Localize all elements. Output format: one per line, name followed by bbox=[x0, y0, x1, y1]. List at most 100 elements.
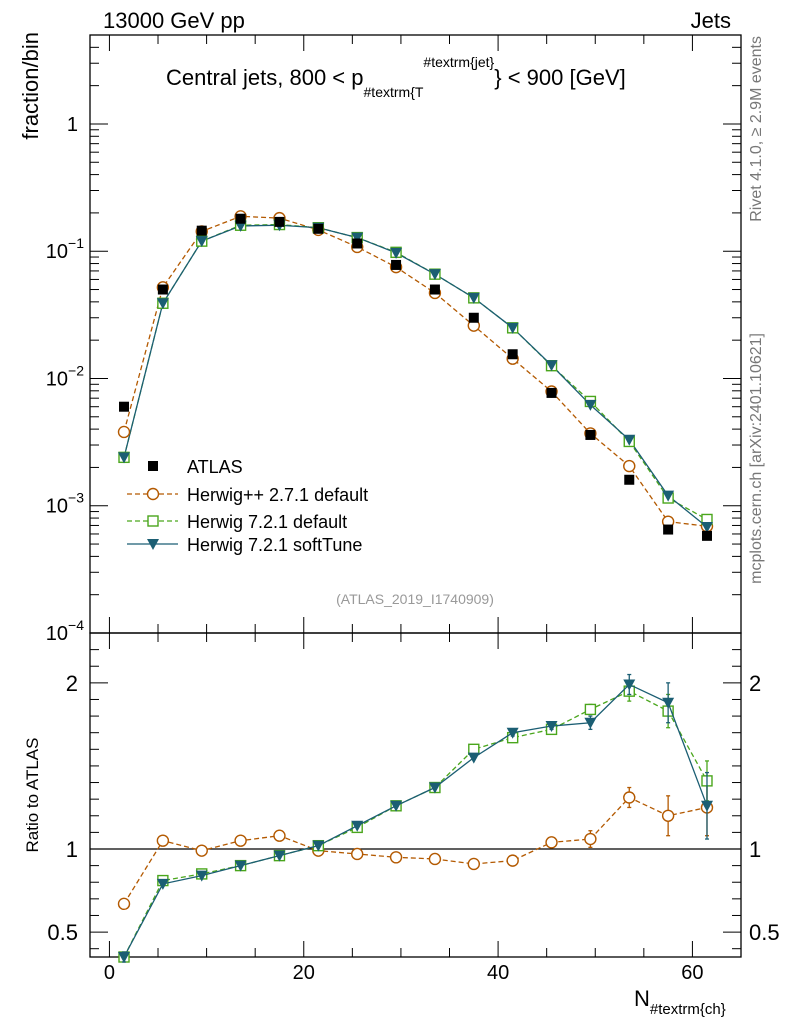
herwig721-softtune-ratio-point bbox=[234, 860, 247, 872]
herwig721-softtune-ratio-point bbox=[351, 820, 364, 832]
atlas-main-point bbox=[624, 474, 635, 485]
herwig721-softtune-ratio-point bbox=[467, 752, 480, 764]
herwig721-softtune-ratio-point bbox=[506, 727, 519, 739]
x-axis-label: N#textrm{ch} bbox=[634, 986, 726, 1018]
herwig721-softtune-ratio-point bbox=[312, 840, 325, 852]
atlas-main-point bbox=[119, 401, 130, 412]
herwig721-softtune-ratio-point bbox=[390, 800, 403, 812]
atlas-main-point bbox=[235, 213, 246, 224]
herwig721-softtune-main-point bbox=[351, 232, 364, 244]
ratio-y-tick-label-left: 0.5 bbox=[47, 920, 78, 945]
analysis-id-watermark: (ATLAS_2019_I1740909) bbox=[336, 591, 494, 607]
atlas-main-point bbox=[352, 238, 363, 249]
herwig721-softtune-main-point bbox=[545, 360, 558, 372]
herwigpp-271-ratio-point bbox=[545, 836, 558, 849]
herwig721-softtune-main-point bbox=[623, 434, 636, 446]
atlas-legend-marker bbox=[148, 461, 158, 471]
atlas-main-point bbox=[585, 429, 596, 440]
y-axis-label: fraction/bin bbox=[18, 32, 43, 140]
herwigpp-271-main-point bbox=[117, 425, 131, 439]
atlas-main-point bbox=[313, 223, 324, 234]
herwig721-softtune-main-point bbox=[390, 247, 403, 259]
herwig721-softtune-main-point bbox=[156, 298, 169, 310]
herwigpp-271-ratio-point bbox=[584, 832, 597, 846]
herwig721-softtune-ratio-point bbox=[273, 850, 286, 862]
herwig721-softtune-ratio-point bbox=[700, 800, 713, 812]
header-energy-label: 13000 GeV pp bbox=[103, 8, 245, 33]
header-process-label: Jets bbox=[691, 8, 731, 33]
herwig721-softtune-ratio-point bbox=[156, 878, 169, 890]
herwigpp-271-ratio-line bbox=[123, 796, 708, 905]
herwigpp-271-ratio-point bbox=[351, 847, 364, 861]
herwigpp-271-ratio-point bbox=[389, 851, 403, 864]
atlas-main-point bbox=[701, 530, 712, 541]
herwig721-softtune-ratio-point bbox=[428, 782, 441, 794]
x-tick-label: 0 bbox=[104, 962, 115, 984]
y-tick-label: 10−4 bbox=[46, 617, 84, 645]
rivet-version-label: Rivet 4.1.0, ≥ 2.9M events bbox=[748, 36, 765, 222]
herwigpp-271-main-line bbox=[123, 215, 708, 527]
herwig721-softtune-main-point bbox=[195, 236, 208, 248]
y-tick-label: 10−1 bbox=[46, 235, 84, 263]
ratio-panel-frame bbox=[89, 632, 742, 958]
mcplots-label: mcplots.cern.ch [arXiv:2401.10621] bbox=[748, 333, 765, 584]
x-tick-label: 60 bbox=[681, 962, 703, 984]
herwig721-softtune-ratio-point bbox=[662, 697, 675, 709]
herwigpp-271-ratio-point bbox=[156, 834, 170, 847]
herwig721-softtune-main-point bbox=[506, 322, 519, 334]
herwig721-softtune-main-point bbox=[428, 269, 441, 281]
atlas-main-point bbox=[507, 349, 518, 360]
ratio-y-axis-label: Ratio to ATLAS bbox=[23, 738, 42, 853]
atlas-main-point bbox=[429, 284, 440, 295]
herwig721-softtune-main-point bbox=[118, 452, 131, 464]
ratio-y-tick-label-left: 1 bbox=[66, 837, 78, 862]
herwig721-softtune-legend-marker bbox=[147, 539, 159, 550]
herwig721-softtune-main-point bbox=[662, 490, 675, 502]
herwig721-softtune-ratio-point bbox=[195, 870, 208, 882]
herwigpp-271-main-point bbox=[623, 459, 636, 473]
herwigpp-271-legend-marker bbox=[146, 487, 160, 501]
herwig721-default-ratio-point bbox=[584, 703, 597, 716]
ratio-y-tick-label-right: 1 bbox=[749, 837, 761, 862]
herwig721-softtune-ratio-point bbox=[545, 721, 558, 733]
herwig721-softtune-legend-label: Herwig 7.2.1 softTune bbox=[187, 535, 362, 555]
atlas-main-point bbox=[274, 216, 285, 227]
x-tick-label: 20 bbox=[293, 962, 315, 984]
herwigpp-271-ratio-point bbox=[234, 834, 247, 847]
ratio-y-tick-label-left: 2 bbox=[66, 671, 78, 696]
ratio-y-tick-label-right: 2 bbox=[749, 671, 761, 696]
herwigpp-271-ratio-point bbox=[623, 791, 636, 804]
atlas-main-point bbox=[391, 259, 402, 270]
y-tick-label: 10−2 bbox=[46, 362, 84, 390]
ratio-y-tick-label-right: 0.5 bbox=[749, 920, 780, 945]
herwig721-softtune-main-point bbox=[467, 292, 480, 304]
atlas-main-point bbox=[468, 312, 479, 323]
herwig721-softtune-ratio-line bbox=[123, 683, 708, 958]
y-tick-label: 10−3 bbox=[46, 490, 84, 518]
herwigpp-271-ratio-point bbox=[117, 897, 131, 911]
herwig721-softtune-main-point bbox=[584, 399, 597, 411]
herwig721-softtune-ratio-point bbox=[584, 717, 597, 729]
herwig721-default-legend-marker bbox=[147, 515, 159, 527]
atlas-main-point bbox=[157, 284, 168, 295]
herwig721-softtune-ratio-point bbox=[623, 679, 636, 691]
herwigpp-271-ratio-point bbox=[195, 844, 208, 857]
atlas-main-point bbox=[196, 225, 207, 236]
herwig721-default-ratio-line bbox=[123, 690, 708, 958]
herwigpp-271-ratio-point bbox=[506, 854, 519, 867]
herwigpp-271-ratio-point bbox=[661, 809, 675, 822]
herwig721-softtune-main-line bbox=[123, 224, 708, 528]
atlas-main-point bbox=[546, 387, 557, 398]
herwigpp-271-ratio-point bbox=[467, 857, 480, 871]
herwig721-softtune-ratio-point bbox=[118, 952, 131, 963]
atlas-main-point bbox=[663, 524, 674, 535]
herwigpp-271-ratio-point bbox=[273, 829, 286, 842]
herwigpp-271-ratio-point bbox=[428, 852, 442, 866]
y-tick-label: 1 bbox=[67, 114, 78, 136]
herwig721-default-legend-label: Herwig 7.2.1 default bbox=[187, 512, 347, 532]
herwig721-softtune-main-point bbox=[700, 522, 713, 534]
atlas-legend-label: ATLAS bbox=[187, 457, 243, 477]
plot-title: Central jets, 800 < p#textrm{T#textrm{je… bbox=[166, 54, 626, 100]
x-tick-label: 40 bbox=[487, 962, 509, 984]
